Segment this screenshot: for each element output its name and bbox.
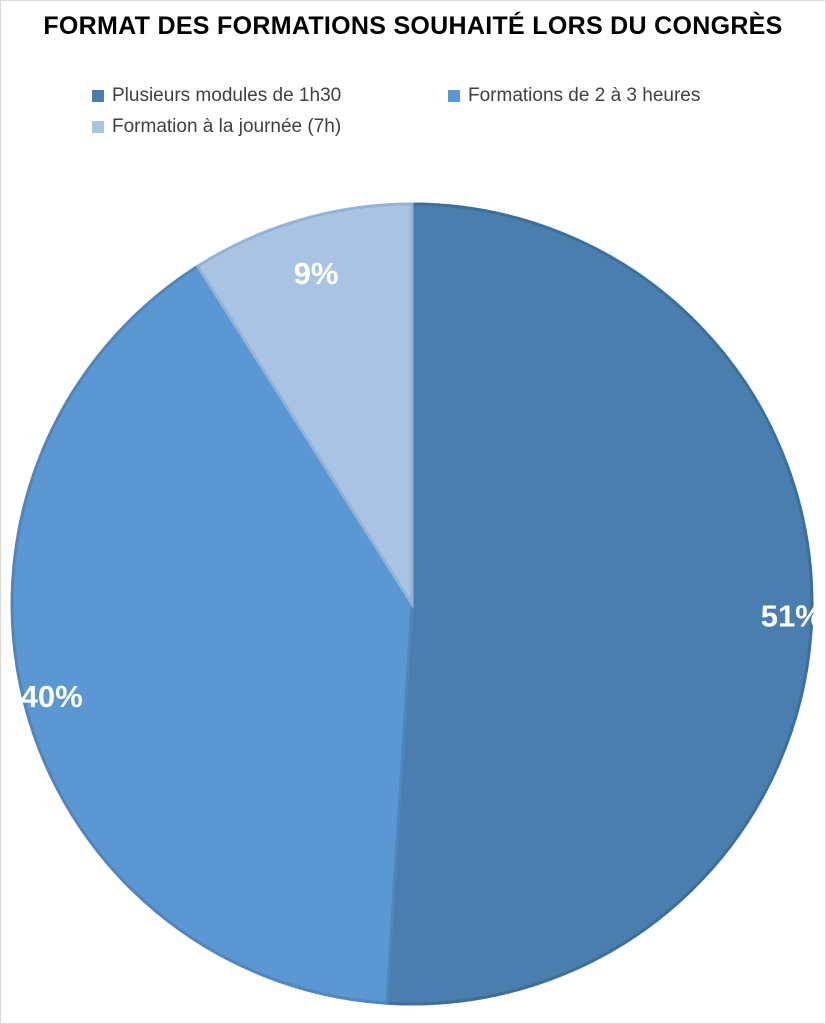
data-label-1: 40% xyxy=(21,679,83,714)
legend-label-1: Formations de 2 à 3 heures xyxy=(468,85,701,106)
data-label-2: 9% xyxy=(294,256,339,291)
legend-item-2: Formation à la journée (7h) xyxy=(92,116,341,138)
legend-swatch-0 xyxy=(92,90,104,102)
legend-item-1: Formations de 2 à 3 heures xyxy=(448,85,700,107)
legend-label-2: Formation à la journée (7h) xyxy=(112,116,342,137)
chart-title: FORMAT DES FORMATIONS SOUHAITÉ LORS DU C… xyxy=(43,12,783,40)
data-label-0: 51% xyxy=(761,598,823,633)
legend-item-0: Plusieurs modules de 1h30 xyxy=(92,85,341,107)
legend-swatch-2 xyxy=(92,121,104,133)
pie-slice-0 xyxy=(385,202,814,1006)
legend-label-0: Plusieurs modules de 1h30 xyxy=(112,85,342,106)
pie-slice-2 xyxy=(195,202,414,610)
legend-swatch-1 xyxy=(448,90,460,102)
pie-slice-1 xyxy=(10,264,414,1005)
